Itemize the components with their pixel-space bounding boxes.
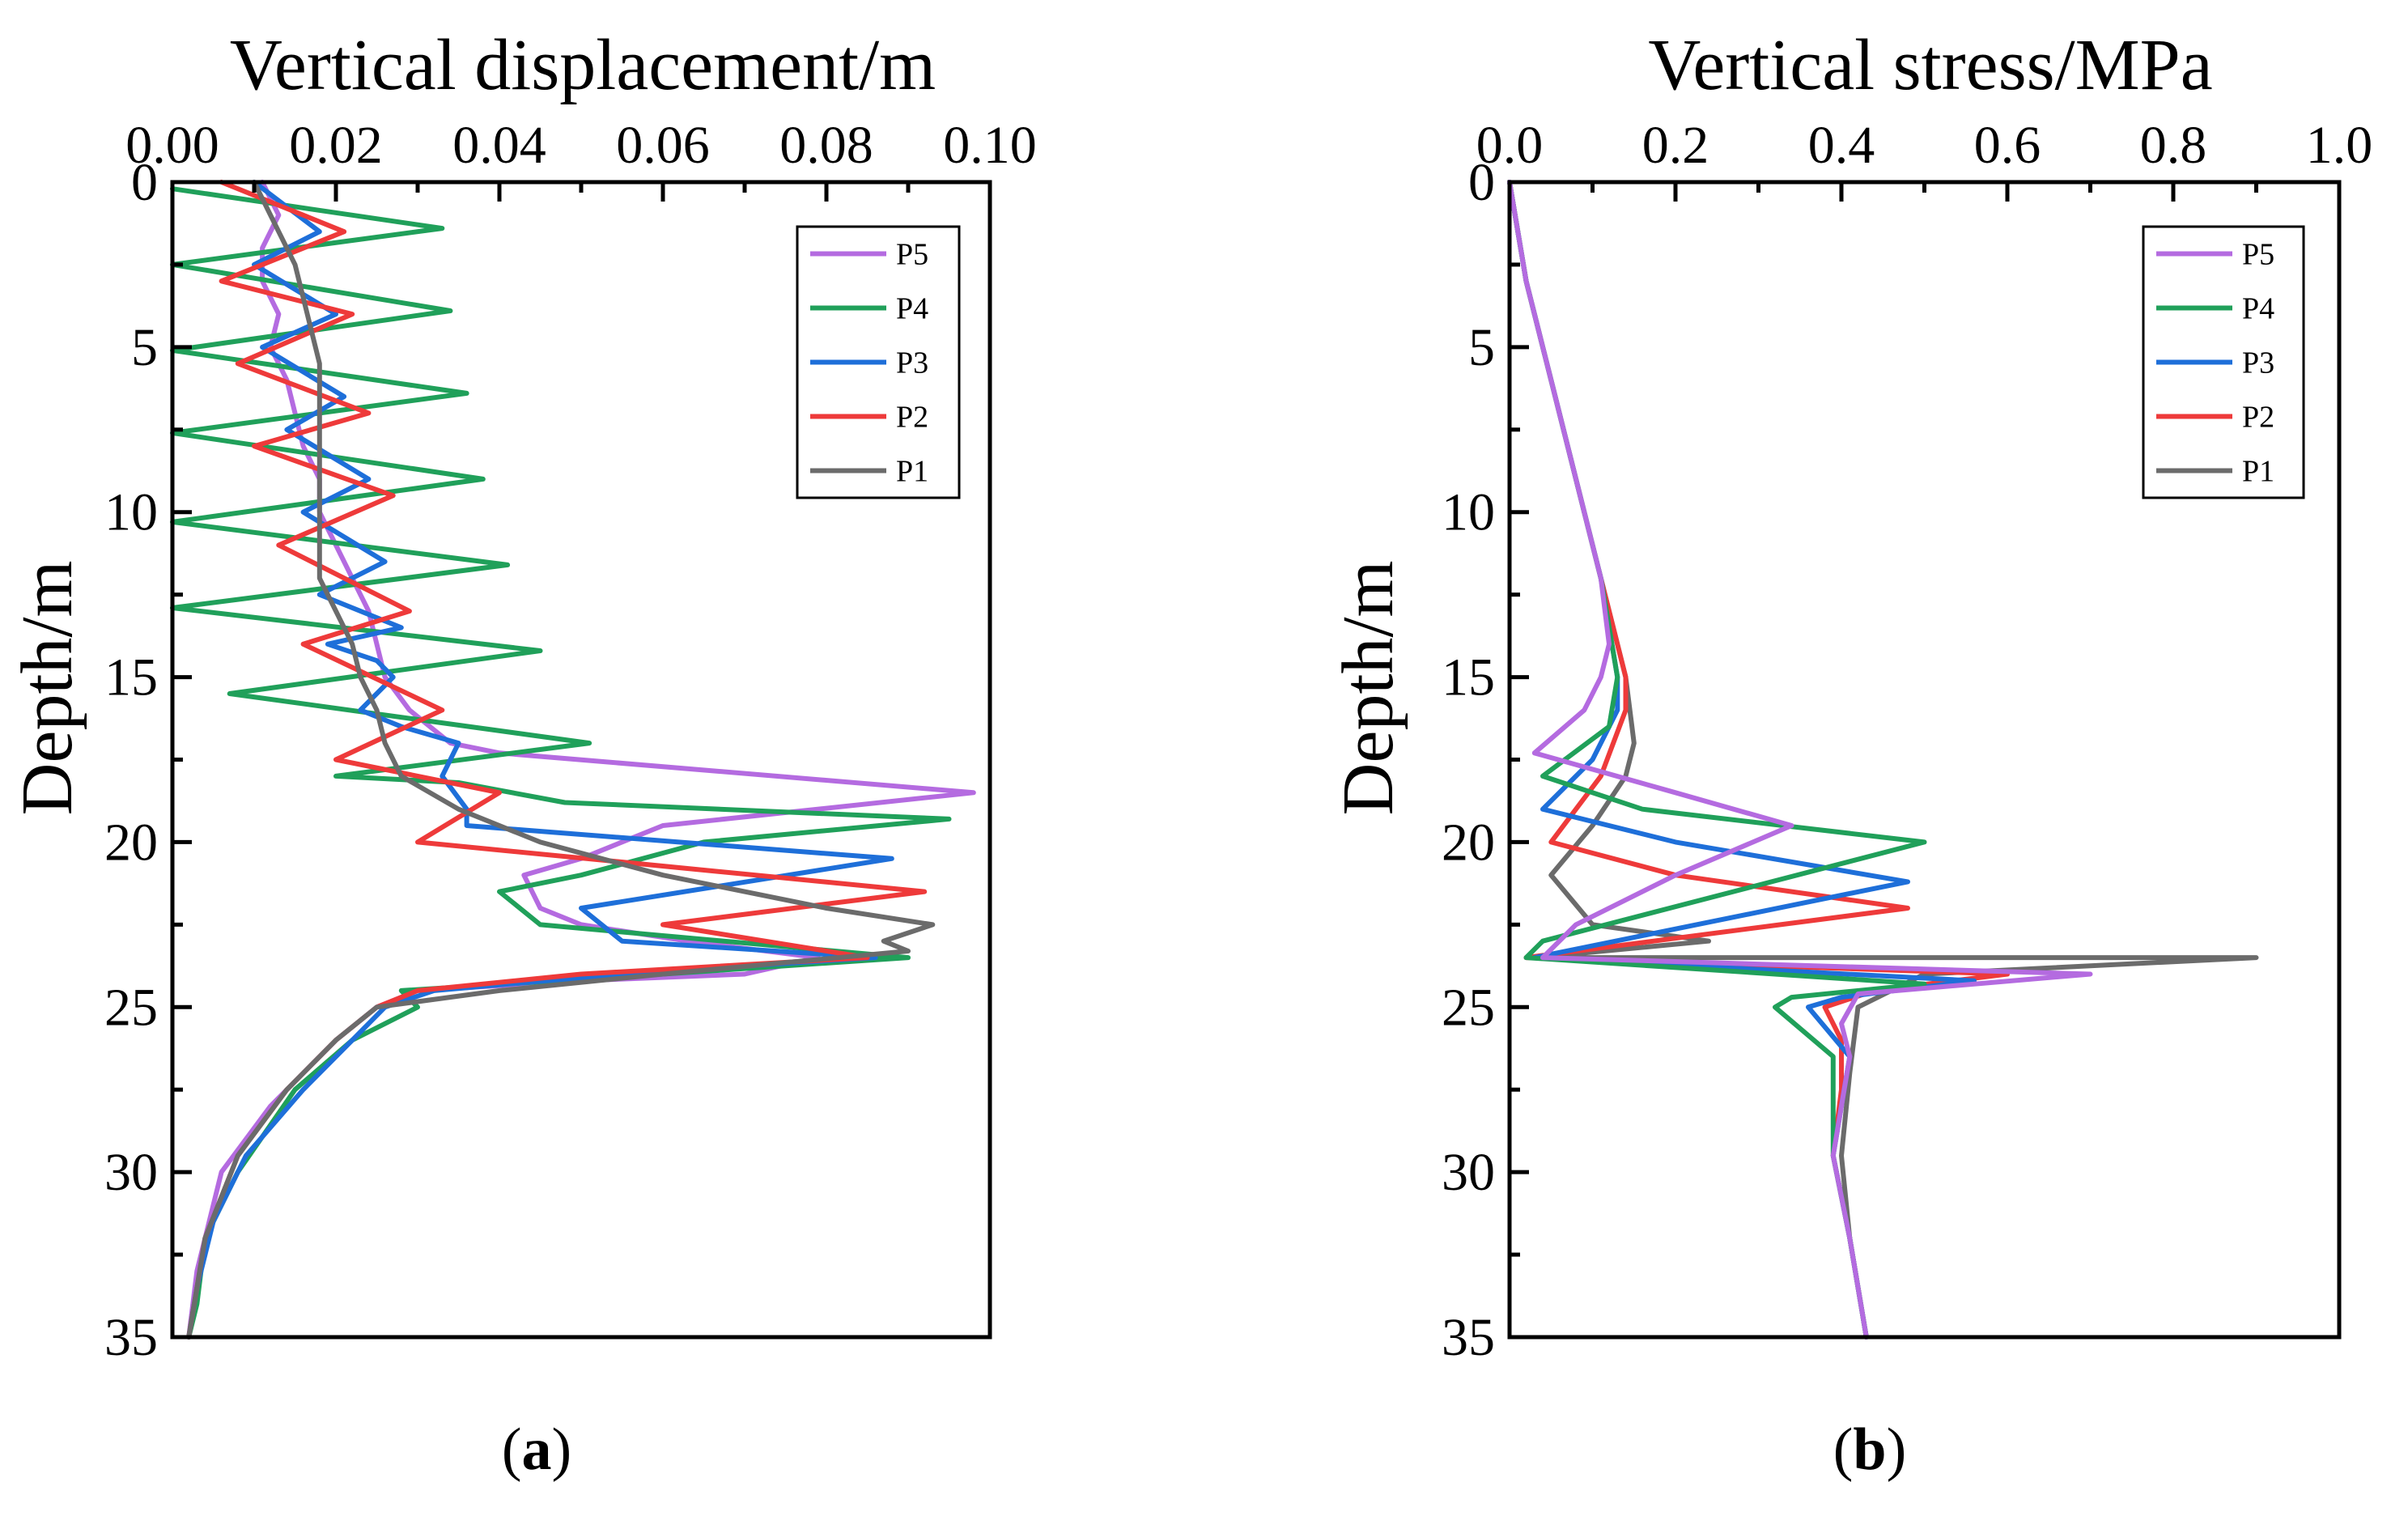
panel-a-series-p1	[186, 180, 936, 1340]
panel-b-legend: P5 P4 P3 P2 P1	[2142, 225, 2305, 499]
panel-b-legend-label-p1: P1	[2242, 455, 2274, 489]
panel-a-legend-label-p3: P3	[896, 346, 928, 380]
panel-b-series-p5	[1507, 180, 2093, 1340]
panel-a-y-tick-label: 5	[131, 318, 158, 377]
panel-a-y-tick-label: 0	[131, 153, 158, 212]
panel-a-series-p3	[186, 180, 894, 1340]
panel-b-series-p4	[1507, 180, 1927, 1340]
panel-b-y-tick-label: 0	[1468, 153, 1495, 212]
panel-a-x-axis-title: Vertical displacement/m	[230, 25, 936, 105]
panel-a: Vertical displacement/m Depth/m 0.00 0.02…	[7, 25, 1037, 1483]
panel-b-x-tick-label: 0.4	[1808, 116, 1875, 175]
panel-a-y-tick-label: 35	[104, 1308, 158, 1367]
panel-b-y-tick-label: 10	[1442, 483, 1495, 542]
panel-b-x-tick-label: 0.0	[1476, 116, 1544, 175]
panel-a-y-tick-label: 30	[104, 1143, 158, 1202]
panel-b-y-tick-label: 30	[1442, 1143, 1495, 1202]
panel-b: Vertical stress/MPa Depth/m 0.0 0.2 0.4 0.6…	[1328, 25, 2372, 1483]
panel-a-legend-label-p4: P4	[896, 292, 928, 326]
panel-a-y-tick-label: 15	[104, 648, 158, 707]
panel-b-y-tick-label: 25	[1442, 978, 1495, 1037]
panel-b-x-tick-label: 1.0	[2306, 116, 2373, 175]
panel-b-y-axis-title: Depth/m	[1328, 561, 1408, 816]
panel-a-legend-label-p5: P5	[896, 238, 928, 272]
panel-a-plot-area: 0.00 0.02 0.04 0.06 0.08 0.10 0 5 10 15 20 25 30 35 P5…	[104, 116, 1037, 1367]
panel-a-y-axis-title: Depth/m	[7, 561, 87, 816]
panel-a-x-tick-label: 0.02	[289, 116, 383, 175]
panel-b-x-tick-label: 0.2	[1642, 116, 1709, 175]
panel-a-y-tick-label: 25	[104, 978, 158, 1037]
panel-a-x-tick-label: 0.10	[943, 116, 1037, 175]
panel-a-x-tick-label: 0.06	[616, 116, 710, 175]
panel-b-y-tick-label: 35	[1442, 1308, 1495, 1367]
panel-b-x-tick-label: 0.6	[1974, 116, 2041, 175]
panel-b-series-group	[1507, 180, 2259, 1340]
panel-a-x-tick-label: 0.00	[125, 116, 219, 175]
panel-a-legend-label-p1: P1	[896, 455, 928, 489]
panel-b-x-tick-label: 0.8	[2140, 116, 2207, 175]
panel-b-plot-area: 0.0 0.2 0.4 0.6 0.8 1.0 0 5 10 15 20 25 30 35 P5 P4 P3 P2…	[1442, 116, 2372, 1367]
panel-b-legend-label-p4: P4	[2242, 292, 2274, 326]
panel-a-x-tick-label: 0.08	[779, 116, 873, 175]
panel-a-x-tick-label: 0.04	[452, 116, 546, 175]
panel-a-y-tick-label: 20	[104, 813, 158, 872]
panel-a-legend: P5 P4 P3 P2 P1	[796, 225, 961, 499]
panel-b-y-tick-label: 15	[1442, 648, 1495, 707]
panel-a-series-group	[170, 180, 976, 1340]
panel-a-y-tick-label: 10	[104, 483, 158, 542]
panel-b-legend-label-p5: P5	[2242, 238, 2274, 272]
panel-a-series-p4	[170, 186, 952, 1340]
panel-b-legend-label-p3: P3	[2242, 346, 2274, 380]
panel-b-x-axis-title: Vertical stress/MPa	[1648, 25, 2212, 105]
panel-b-legend-label-p2: P2	[2242, 401, 2274, 435]
panel-a-caption: (a)	[502, 1416, 571, 1483]
panel-b-series-p3	[1507, 180, 1977, 1340]
panel-a-legend-label-p2: P2	[896, 401, 928, 435]
panel-b-y-tick-label: 20	[1442, 813, 1495, 872]
panel-b-y-tick-label: 5	[1468, 318, 1495, 377]
panel-b-series-p2	[1507, 180, 2010, 1340]
panel-b-caption: (b)	[1833, 1416, 1906, 1483]
